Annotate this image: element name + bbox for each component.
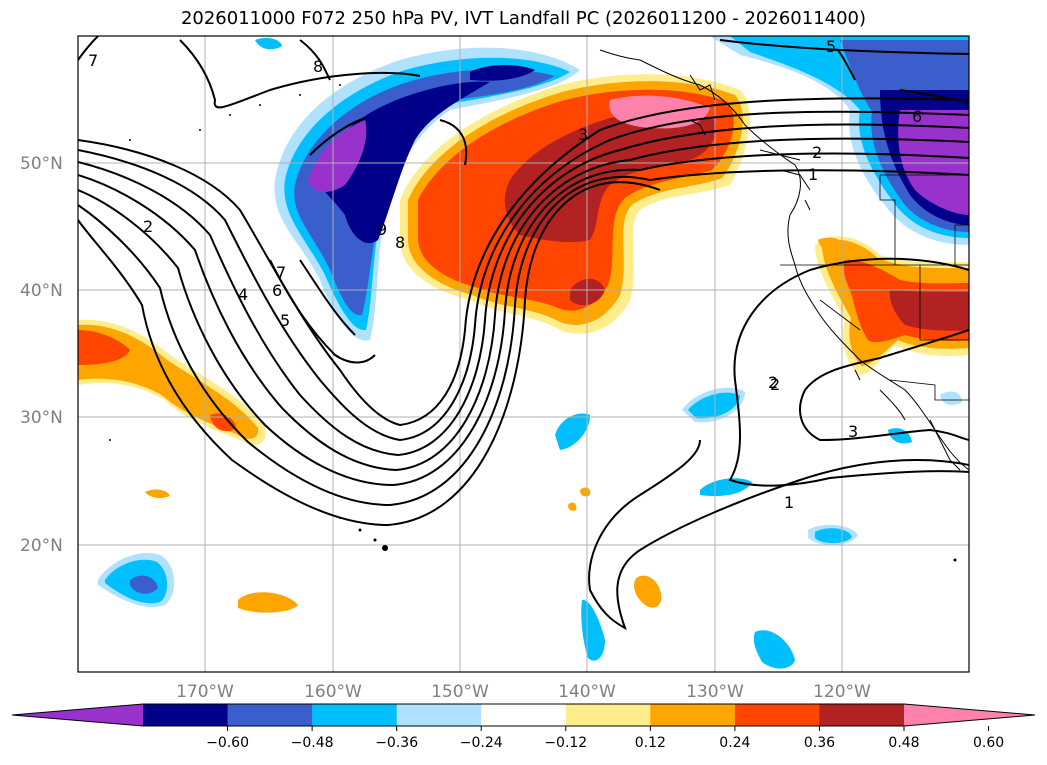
contour-label: 7 [276, 263, 286, 282]
contour-label: 3 [848, 422, 858, 441]
political-borders [780, 174, 969, 401]
colorbar-outline [11, 703, 1036, 727]
colorbar-segment [481, 704, 567, 726]
contour-labels: 7 8 5 6 2 3 2 1 2 4 6 5 7 9 8 2 3 1 [88, 37, 922, 512]
map-title: 2026011000 F072 250 hPa PV, IVT Landfall… [180, 8, 867, 29]
lat-label-50n: 50°N [20, 154, 63, 174]
contour-label: 3 [578, 125, 588, 144]
colorbar: −0.60 −0.48 −0.36 −0.24 −0.12 0.12 0.24 0.36 0.4… [11, 703, 1036, 751]
contour-label: 2 [768, 373, 778, 392]
contour-label: 1 [784, 493, 794, 512]
longitude-labels: 170°W 160°W 150°W 140°W 130°W 120°W [176, 682, 871, 702]
colorbar-tick-label: −0.36 [375, 735, 418, 751]
colorbar-tick-label: −0.12 [544, 735, 587, 751]
contour-label: 6 [272, 281, 282, 300]
contour-label: 8 [313, 57, 323, 76]
contour-label: 2 [143, 217, 153, 236]
colorbar-tick-label: 0.60 [973, 735, 1004, 751]
colorbar-segment [12, 704, 143, 726]
colorbar-segment [734, 704, 820, 726]
small-anomaly-blobs [98, 38, 962, 669]
contour-label: 4 [238, 285, 248, 304]
contour-label: 1 [808, 165, 818, 184]
colorbar-tick-label: −0.24 [460, 735, 503, 751]
negative-anomaly-gulf [274, 47, 580, 341]
colorbar-ticks: −0.60 −0.48 −0.36 −0.24 −0.12 0.12 0.24 0.36 0.4… [206, 726, 1004, 751]
colorbar-tick-label: 0.48 [888, 735, 919, 751]
contour-label: 6 [912, 107, 922, 126]
contour-label: 5 [280, 311, 290, 330]
contour-label: 2 [770, 375, 780, 394]
lat-label-20n: 20°N [20, 536, 63, 556]
contour-label: 8 [395, 233, 405, 252]
lon-label-150w: 150°W [431, 682, 489, 702]
lon-label-120w: 120°W [813, 682, 871, 702]
colorbar-tick-label: −0.48 [291, 735, 334, 751]
colorbar-tick-label: 0.12 [635, 735, 666, 751]
colorbar-segment [396, 704, 482, 726]
map-frame [77, 35, 970, 673]
colorbar-segment [312, 704, 398, 726]
lon-label-170w: 170°W [176, 682, 234, 702]
colorbar-segments [12, 704, 1035, 726]
plot-area: 7 8 5 6 2 3 2 1 2 4 6 5 7 9 8 2 3 1 [78, 36, 969, 672]
colorbar-tick-label: 0.36 [804, 735, 835, 751]
negative-anomaly-northeast [710, 36, 969, 245]
lat-label-40n: 40°N [20, 281, 63, 301]
lat-label-30n: 30°N [20, 408, 63, 428]
colorbar-segment [650, 704, 736, 726]
colorbar-segment [819, 704, 905, 726]
lon-label-160w: 160°W [304, 682, 362, 702]
lon-label-130w: 130°W [686, 682, 744, 702]
colorbar-segment [904, 704, 1035, 726]
islands [109, 84, 957, 562]
contour-label: 2 [812, 143, 822, 162]
pv-contours-south [588, 257, 969, 631]
colorbar-tick-label: 0.24 [719, 735, 750, 751]
lon-label-140w: 140°W [558, 682, 616, 702]
graticule [78, 36, 969, 672]
pv-contours [78, 36, 969, 527]
colorbar-segment [227, 704, 313, 726]
latitude-labels: 50°N 40°N 30°N 20°N [20, 154, 63, 556]
colorbar-segment [143, 704, 229, 726]
contour-label: 5 [826, 37, 836, 56]
positive-anomaly-west [78, 319, 266, 445]
colorbar-tick-label: −0.60 [206, 735, 249, 751]
colorbar-segment [565, 704, 651, 726]
contour-label: 7 [88, 51, 98, 70]
contour-label: 9 [377, 220, 387, 239]
